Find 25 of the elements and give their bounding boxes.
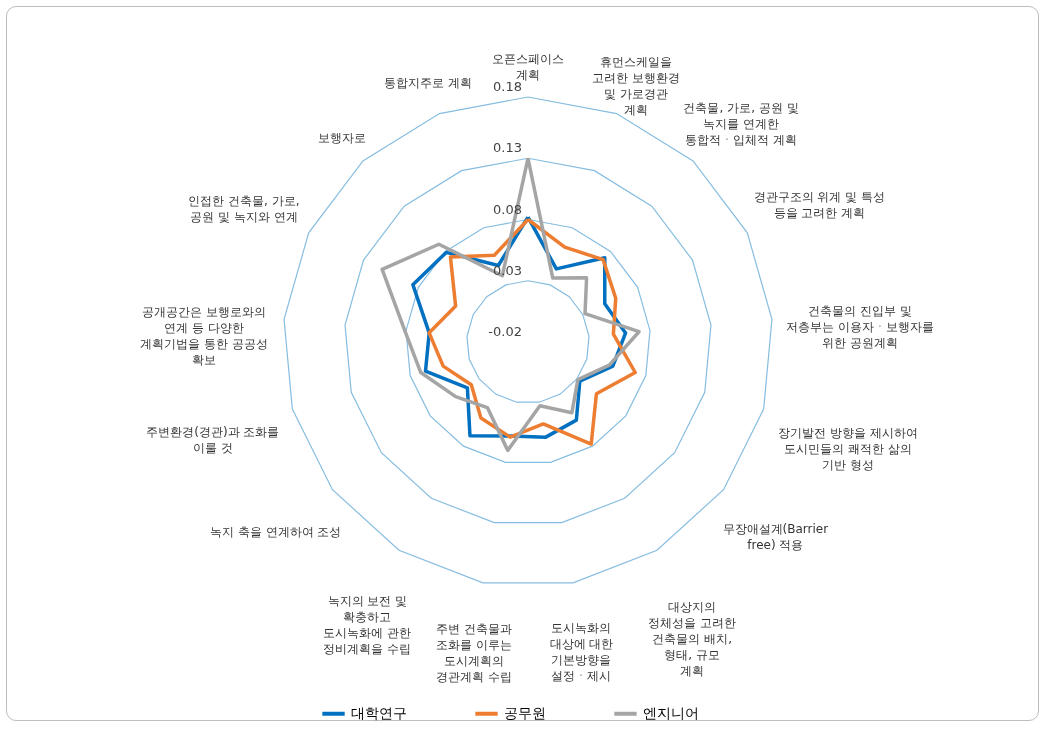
spoke-label: 장기발전 방향을 제시하여 도시민들의 쾌적한 삶의 기반 형성	[777, 425, 918, 472]
spoke-label: 보행자로	[318, 131, 367, 146]
spoke-label: 녹지의 보전 및 확충하고 도시녹화에 관한 정비계획을 수립	[323, 594, 412, 657]
spoke-label: 녹지 축을 연계하여 조성	[210, 525, 342, 540]
y-tick-label: 0.08	[493, 201, 522, 217]
y-tick-label: 0.13	[493, 140, 522, 156]
y-tick-label: 0.18	[493, 79, 522, 94]
legend-label: 대학연구	[351, 704, 407, 721]
spoke-label: 무장애설계(Barrier free) 적용	[722, 521, 829, 552]
spoke-label: 주변 건축물과 조화를 이루는 도시계획의 경관계획 수립	[436, 622, 513, 685]
spoke-label: 휴먼스케일을 고려한 보행환경 및 가로경관 계획	[592, 55, 681, 118]
spoke-label: 오픈스페이스 계획	[492, 52, 564, 82]
spoke-label: 건축물의 진입부 및 저층부는 이용자ㆍ보행자를 위한 공원계획	[786, 304, 934, 351]
spoke-label: 경관구조의 위계 및 특성 등을 고려한 계획	[753, 189, 886, 220]
legend-label: 공무원	[504, 704, 546, 721]
spoke-label: 주변환경(경관)과 조화를 이룰 것	[146, 424, 280, 455]
spoke-label: 공개공간은 보행로와의 연계 등 다양한 계획기법을 통한 공공성 확보	[140, 305, 269, 367]
spoke-label: 대상지의 정체성을 고려한 건축물의 배치, 형태, 규모 계획	[648, 600, 737, 679]
y-tick-label: -0.02	[488, 324, 522, 339]
spoke-label: 건축물, 가로, 공원 및 녹지를 연계한 통합적ㆍ입체적 계획	[683, 101, 799, 148]
spoke-label: 도시녹화의 대상에 대한 기본방향을 설정ㆍ제시	[549, 620, 614, 683]
spoke-label: 통합지주로 계획	[383, 76, 472, 91]
legend-label: 엔지니어	[643, 704, 699, 721]
spoke-label: 인접한 건축물, 가로, 공원 및 녹지와 연계	[188, 193, 300, 224]
y-tick-label: 0.03	[493, 262, 522, 278]
